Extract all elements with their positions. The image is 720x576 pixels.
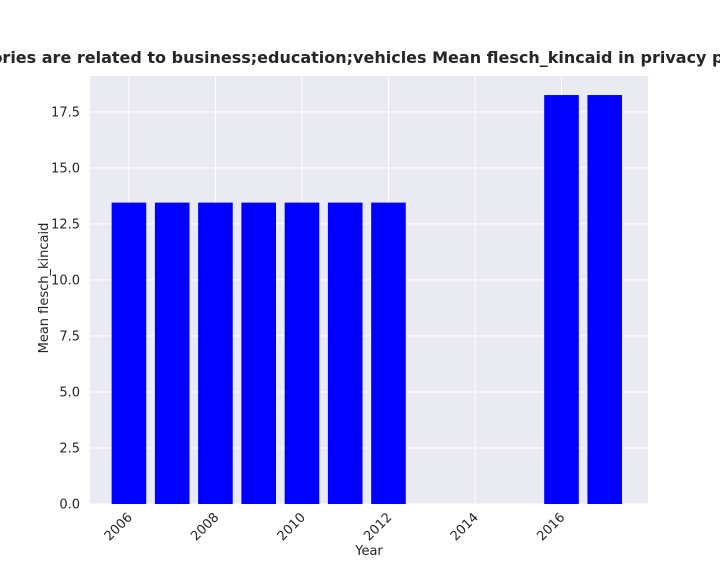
x-tick-label: 2008 [188, 510, 222, 544]
y-tick-label: 15.0 [51, 161, 80, 176]
bar-2007 [154, 202, 190, 504]
y-tick-label: 7.5 [59, 329, 80, 344]
y-tick-label: 2.5 [59, 441, 80, 456]
y-tick-label: 10.0 [51, 273, 80, 288]
y-axis-label: Mean flesch_kincaid [37, 223, 52, 354]
bar-2009 [241, 202, 276, 504]
bar-2008 [198, 202, 233, 504]
x-tick-label: 2014 [448, 510, 482, 544]
bar-2016 [544, 95, 579, 504]
bar-2010 [284, 202, 320, 504]
y-tick-label: 0.0 [59, 498, 80, 513]
y-tick-label: 12.5 [51, 217, 80, 232]
y-tick-label: 5.0 [59, 385, 80, 400]
x-axis-ticks: 2006 2008 2010 2012 2014 2016 [102, 510, 569, 544]
y-axis-ticks: 0.0 2.5 5.0 7.5 10.0 12.5 15.0 17.5 [51, 105, 80, 512]
bar-2017 [587, 95, 623, 504]
x-tick-label: 2012 [361, 510, 395, 544]
x-tick-label: 2006 [102, 510, 136, 544]
bar-2012 [371, 202, 406, 504]
bar-2011 [327, 202, 363, 504]
x-tick-label: 2010 [275, 510, 309, 544]
x-tick-label: 2016 [534, 510, 568, 544]
y-tick-label: 17.5 [51, 105, 80, 120]
bar-2006 [111, 202, 147, 504]
bars [111, 95, 623, 504]
x-axis-label: Year [354, 544, 383, 559]
chart-title: categories are related to business;educa… [0, 48, 720, 67]
